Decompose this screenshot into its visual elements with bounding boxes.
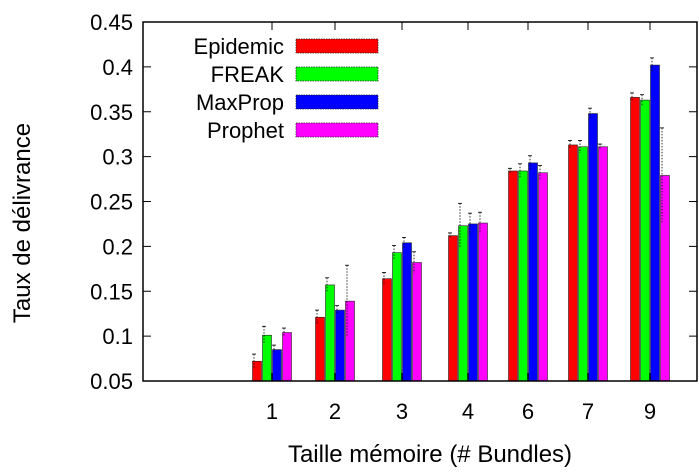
x-tick-label: 1 — [266, 399, 278, 424]
error-bars — [252, 57, 664, 369]
y-tick-label: 0.15 — [90, 279, 133, 304]
x-tick-label: 6 — [522, 399, 534, 424]
legend-swatch — [295, 66, 379, 82]
bar-prophet — [412, 262, 422, 382]
x-axis-title: Taille mémoire (# Bundles) — [288, 441, 572, 468]
x-tick-label: 3 — [396, 399, 408, 424]
y-tick-label: 0.25 — [90, 190, 133, 215]
y-tick-label: 0.2 — [102, 234, 133, 259]
y-tick-label: 0.4 — [102, 55, 133, 80]
bar-freak — [458, 225, 468, 382]
bar-epidemic — [448, 235, 458, 382]
legend: Epidemic FREAK MaxProp Prophet — [194, 34, 379, 143]
bar-prophet — [538, 172, 548, 382]
bar-maxprop — [650, 64, 660, 382]
bar-prophet — [345, 300, 355, 382]
legend-swatch — [295, 38, 379, 54]
bar-maxprop — [528, 162, 538, 382]
legend-label: MaxProp — [196, 90, 284, 115]
bar-maxprop — [335, 309, 345, 382]
x-tick-label: 2 — [329, 399, 341, 424]
legend-label: Epidemic — [194, 34, 284, 59]
y-tick-label: 0.45 — [90, 10, 133, 35]
legend-swatch — [295, 94, 379, 110]
bar-prophet — [598, 146, 608, 382]
legend-swatch — [295, 122, 379, 138]
bar-epidemic — [508, 170, 518, 382]
legend-label: FREAK — [211, 62, 285, 87]
bar-epidemic — [315, 316, 325, 382]
axes: 0.05 0.1 0.15 0.2 0.25 0.3 0.35 0.4 0.45 1 2 3 4 6 7 9 — [90, 10, 698, 424]
bar-epidemic — [630, 97, 640, 382]
bar-maxprop — [588, 113, 598, 382]
x-tick-label: 7 — [582, 399, 594, 424]
y-tick-label: 0.1 — [102, 324, 133, 349]
bar-freak — [325, 284, 335, 382]
y-tick-label: 0.3 — [102, 145, 133, 170]
x-tick-label: 9 — [644, 399, 656, 424]
bar-maxprop — [468, 223, 478, 382]
y-tick-label: 0.05 — [90, 369, 133, 394]
bar-freak — [578, 146, 588, 382]
bar-maxprop — [272, 349, 282, 382]
bar-maxprop — [402, 242, 412, 382]
bar-freak — [392, 252, 402, 382]
legend-label: Prophet — [207, 118, 284, 143]
bar-prophet — [478, 222, 488, 382]
y-tick-label: 0.35 — [90, 100, 133, 125]
y-axis-title: Taux de délivrance — [9, 123, 36, 323]
bar-epidemic — [568, 144, 578, 382]
bar-prophet — [282, 332, 292, 382]
bar-epidemic — [382, 278, 392, 382]
bar-freak — [640, 99, 650, 382]
x-tick-label: 4 — [462, 399, 474, 424]
bar-freak — [518, 170, 528, 382]
bars — [252, 64, 670, 382]
